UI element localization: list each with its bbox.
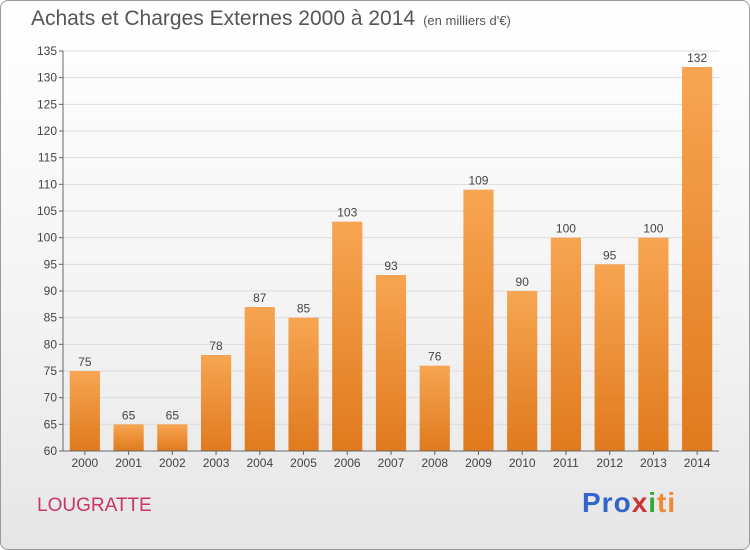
y-tick-label: 130 <box>37 71 57 85</box>
x-tick-label: 2008 <box>421 456 448 470</box>
y-tick-label: 65 <box>44 417 58 431</box>
x-tick-label: 2011 <box>553 456 579 470</box>
bar <box>463 189 494 451</box>
bar <box>419 365 450 451</box>
bar-value-label: 109 <box>468 174 488 188</box>
x-tick-label: 2009 <box>465 456 492 470</box>
x-tick-label: 2003 <box>203 456 230 470</box>
bar-value-label: 90 <box>516 275 530 289</box>
x-tick-label: 2005 <box>290 456 317 470</box>
y-tick-label: 110 <box>38 177 57 191</box>
x-tick-label: 2013 <box>640 456 667 470</box>
y-tick-label: 105 <box>37 204 57 218</box>
x-tick-label: 2007 <box>378 456 405 470</box>
commune-name: LOUGRATTE <box>37 495 152 516</box>
bar-value-label: 132 <box>687 51 707 65</box>
bar-value-label: 87 <box>253 291 267 305</box>
y-tick-label: 125 <box>37 97 57 111</box>
bar-value-label: 95 <box>603 248 617 262</box>
bar-value-label: 65 <box>166 408 180 422</box>
bar <box>244 307 275 451</box>
bar <box>638 237 669 451</box>
logo-part: ti <box>657 487 677 518</box>
bar <box>594 264 625 451</box>
bar-value-label: 100 <box>556 222 576 236</box>
x-tick-label: 2014 <box>684 456 711 470</box>
bar-value-label: 93 <box>384 259 398 273</box>
x-tick-label: 2004 <box>246 456 273 470</box>
y-tick-label: 100 <box>37 231 57 245</box>
y-tick-label: 70 <box>44 391 58 405</box>
chart-title: Achats et Charges Externes 2000 à 2014 (e… <box>31 7 511 31</box>
bar <box>157 424 188 451</box>
bars: 75 65 65 78 87 85 103 93 76 109 90 100 95 100 132 <box>69 51 713 451</box>
proxiti-logo: Proxiti <box>582 487 676 519</box>
bar-value-label: 76 <box>428 350 442 364</box>
bar-value-label: 78 <box>209 339 223 353</box>
bar-value-label: 85 <box>297 302 311 316</box>
bar <box>375 275 407 451</box>
y-tick-label: 60 <box>44 444 58 458</box>
bar <box>69 371 100 451</box>
chart-title-text: Achats et Charges Externes 2000 à 2014 <box>31 7 416 30</box>
bar-value-label: 100 <box>643 222 663 236</box>
bar-value-label: 103 <box>337 206 357 220</box>
logo-part: i <box>648 487 658 518</box>
bar <box>332 221 363 451</box>
bar <box>113 424 144 451</box>
bar <box>288 317 319 451</box>
x-tick-label: 2000 <box>72 456 99 470</box>
axes: 60 65 70 75 80 85 90 95 100 105 110 115 120 125 130 135… <box>37 44 719 470</box>
x-tick-label: 2010 <box>509 456 536 470</box>
x-tick-label: 2012 <box>596 456 623 470</box>
bar-value-label: 65 <box>122 408 136 422</box>
y-tick-label: 135 <box>37 44 57 58</box>
bar-chart: 75 65 65 78 87 85 103 93 76 109 90 100 95 100 132 60 65… <box>37 44 719 470</box>
y-tick-label: 85 <box>44 311 58 325</box>
bar <box>200 355 232 451</box>
y-tick-label: 95 <box>44 257 58 271</box>
y-tick-label: 75 <box>44 364 58 378</box>
logo-part: Pro <box>582 487 632 518</box>
y-tick-label: 80 <box>44 337 58 351</box>
logo-part: x <box>631 487 649 518</box>
bar <box>507 291 538 451</box>
chart-unit: (en milliers d'€) <box>423 13 511 28</box>
bar <box>682 67 713 451</box>
x-tick-label: 2002 <box>159 456 186 470</box>
y-tick-label: 115 <box>38 151 57 165</box>
x-tick-label: 2006 <box>334 456 361 470</box>
x-tick-label: 2001 <box>115 456 142 470</box>
bar <box>550 237 582 451</box>
y-tick-label: 90 <box>44 284 58 298</box>
bar-value-label: 75 <box>78 355 92 369</box>
y-tick-label: 120 <box>37 124 57 138</box>
